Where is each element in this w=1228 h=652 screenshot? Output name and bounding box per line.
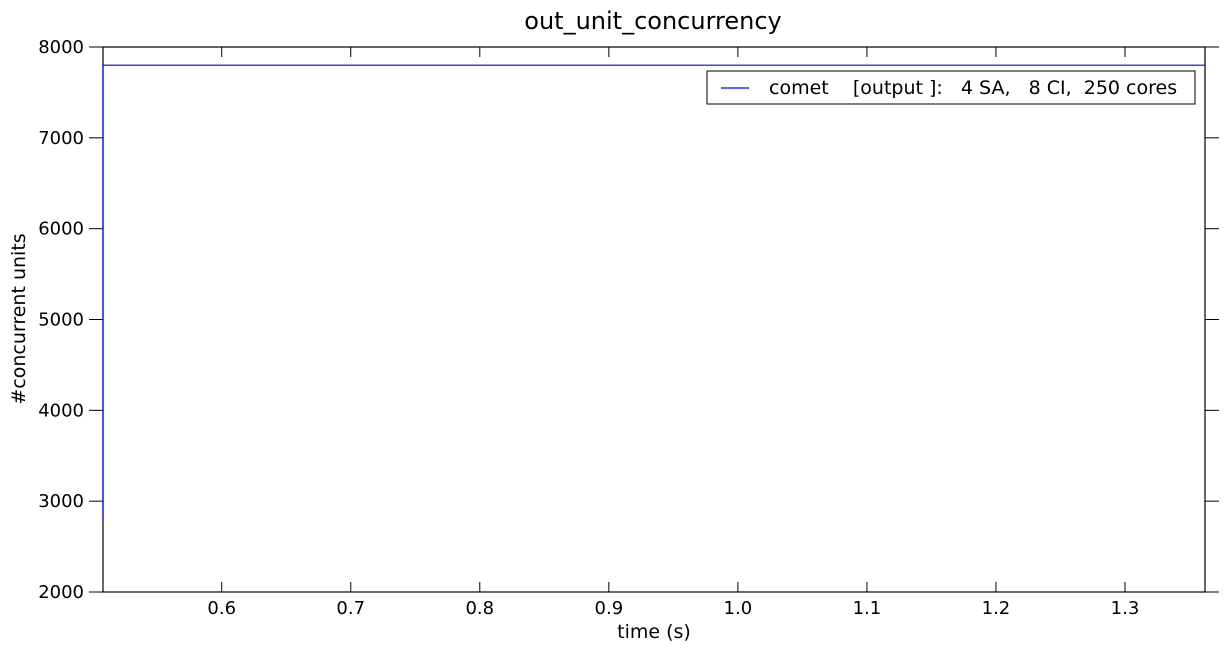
x-tick-label: 1.2 xyxy=(982,598,1011,619)
y-tick-label: 3000 xyxy=(38,491,84,512)
y-tick-label: 8000 xyxy=(38,37,84,58)
plot-frame xyxy=(102,46,1206,593)
x-axis-ticks: 0.6 0.7 0.8 0.9 1.0 1.1 1.2 1.3 xyxy=(207,47,1139,619)
y-axis-label: #concurrent units xyxy=(8,233,30,404)
x-tick-label: 1.0 xyxy=(724,598,753,619)
series-line-1 xyxy=(102,64,1205,520)
y-tick-label: 5000 xyxy=(38,310,84,331)
x-tick-label: 0.8 xyxy=(465,598,494,619)
chart-title: out_unit_concurrency xyxy=(524,7,781,35)
x-tick-label: 0.6 xyxy=(207,598,236,619)
y-axis-ticks: 2000 3000 4000 5000 6000 7000 8000 xyxy=(38,37,1219,603)
x-tick-label: 0.7 xyxy=(336,598,365,619)
x-tick-label: 1.3 xyxy=(1111,598,1140,619)
x-axis-label: time (s) xyxy=(617,621,691,643)
x-tick-label: 1.1 xyxy=(853,598,882,619)
series-layer xyxy=(102,64,1205,520)
y-tick-label: 6000 xyxy=(38,219,84,240)
y-tick-label: 7000 xyxy=(38,128,84,149)
y-tick-label: 2000 xyxy=(38,582,84,603)
y-tick-label: 4000 xyxy=(38,400,84,421)
legend: comet [output ]: 4 SA, 8 CI, 250 cores xyxy=(706,70,1196,105)
legend-label-series-1: comet [output ]: 4 SA, 8 CI, 250 cores xyxy=(769,77,1177,99)
x-tick-label: 0.9 xyxy=(595,598,624,619)
legend-box xyxy=(706,70,1196,105)
